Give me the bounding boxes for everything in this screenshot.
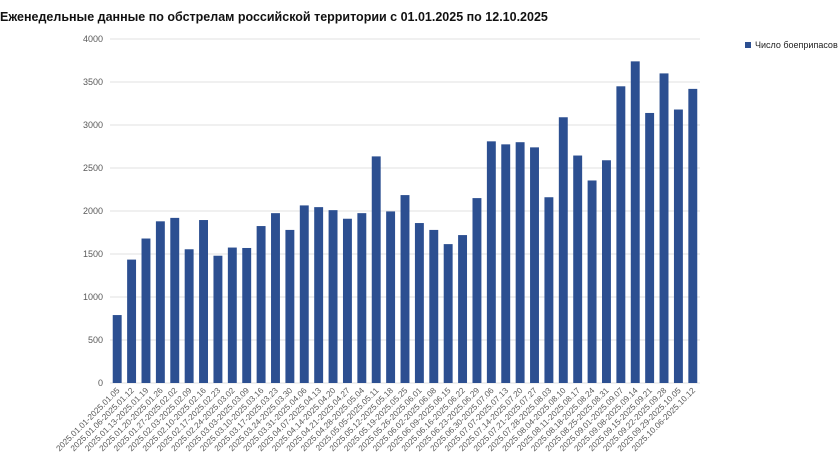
bar <box>242 247 252 383</box>
y-tick-label: 3000 <box>83 120 103 130</box>
bar <box>400 195 410 383</box>
bar <box>314 207 324 383</box>
bar <box>184 249 194 383</box>
bar <box>486 141 496 383</box>
x-axis-ticks: 2025.01.01-2025.01.052025.01.06-2025.01.… <box>54 385 698 453</box>
bar <box>630 61 640 384</box>
bar <box>602 160 611 383</box>
bar <box>155 221 165 383</box>
y-tick-label: 4000 <box>83 34 103 44</box>
chart-legend: Число боеприпасов <box>745 40 838 50</box>
y-tick-label: 500 <box>88 335 103 345</box>
bar <box>271 213 280 383</box>
y-tick-label: 2500 <box>83 163 103 173</box>
bar <box>616 86 626 384</box>
bar <box>371 156 381 383</box>
bar <box>414 223 424 383</box>
bar <box>328 210 338 383</box>
y-tick-label: 1000 <box>83 292 103 302</box>
bar <box>530 147 539 383</box>
bar <box>357 213 367 383</box>
bar <box>227 247 237 383</box>
bar <box>458 235 468 383</box>
bar <box>688 88 698 383</box>
bar <box>443 244 453 383</box>
y-axis-ticks: 0 500 1000 1500 2000 2500 3000 3500 4000 <box>83 34 103 388</box>
bar <box>645 112 655 384</box>
bar <box>558 117 568 383</box>
bar <box>112 315 122 383</box>
bar <box>472 198 482 383</box>
chart-title: Еженедельные данные по обстрелам российс… <box>0 10 548 24</box>
bar <box>429 229 439 383</box>
y-tick-label: 1500 <box>83 249 103 259</box>
bar <box>299 205 309 383</box>
bar <box>659 73 669 384</box>
bar <box>127 259 137 383</box>
bar <box>285 229 295 383</box>
bar <box>573 155 583 383</box>
bar <box>386 211 396 383</box>
bar <box>342 218 352 383</box>
y-tick-label: 0 <box>98 378 103 388</box>
y-tick-label: 2000 <box>83 206 103 216</box>
bar <box>256 226 266 383</box>
bar <box>141 238 151 383</box>
bars <box>112 61 698 384</box>
bar <box>673 109 683 384</box>
bar <box>587 180 597 383</box>
legend-swatch <box>745 42 751 48</box>
bar <box>501 144 511 383</box>
bar <box>199 220 208 383</box>
bar <box>170 217 180 383</box>
bar <box>213 255 223 383</box>
bar <box>544 197 554 383</box>
y-tick-label: 3500 <box>83 77 103 87</box>
legend-label: Число боеприпасов <box>755 40 838 50</box>
bar <box>515 142 525 383</box>
